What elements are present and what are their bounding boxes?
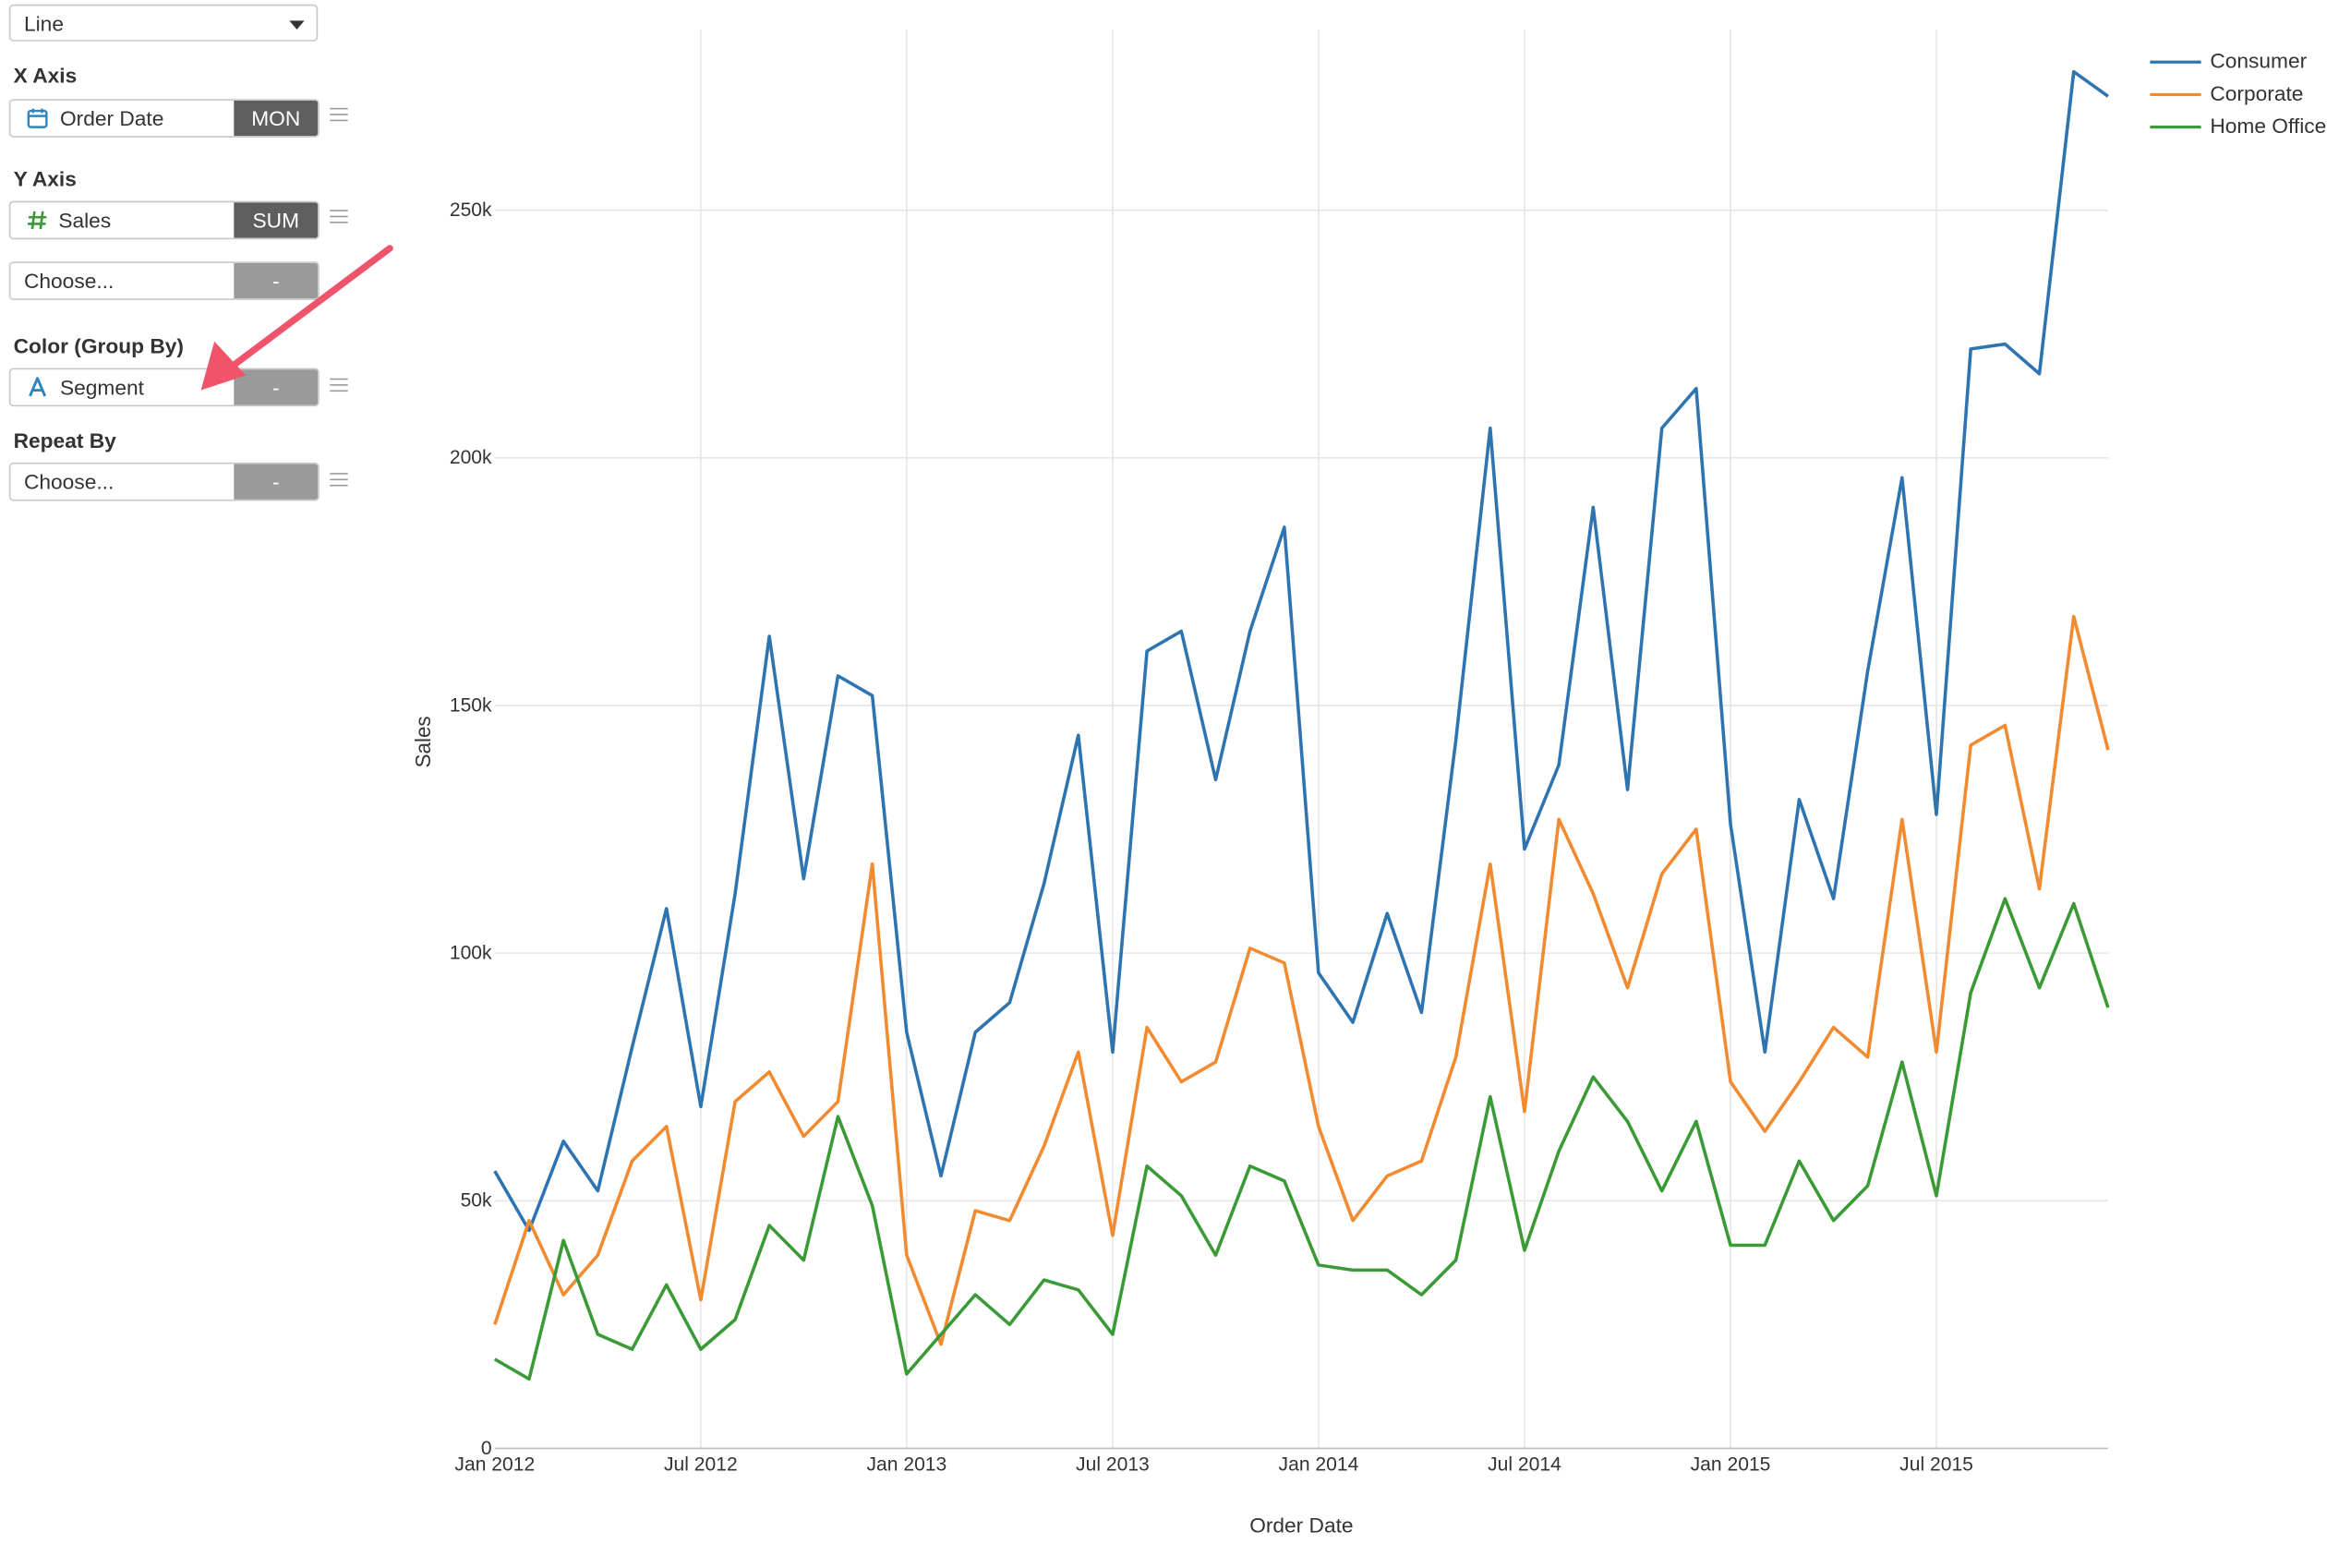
- y-axis-title: Sales: [412, 716, 435, 767]
- repeat-by-section-label: Repeat By: [13, 428, 116, 452]
- y-axis-choose-label: Choose...: [23, 269, 115, 293]
- repeat-by-choose-selector[interactable]: Choose...: [10, 464, 235, 500]
- legend-item-home-office[interactable]: Home Office: [2150, 113, 2345, 145]
- legend-item-consumer[interactable]: Consumer: [2150, 47, 2345, 79]
- chevron-down-icon[interactable]: [289, 20, 305, 30]
- chart-grid: [494, 30, 2108, 1449]
- drag-handle-icon[interactable]: [330, 107, 348, 123]
- color-column-selector[interactable]: Segment: [10, 369, 235, 404]
- x-axis-section-label: X Axis: [13, 63, 78, 88]
- y-axis-field: Sales SUM: [8, 200, 319, 240]
- drag-handle-icon[interactable]: [330, 210, 348, 224]
- legend-swatch: [2150, 92, 2201, 97]
- x-tick-label: Jan 2014: [1279, 1454, 1359, 1476]
- legend-label: Consumer: [2210, 48, 2308, 73]
- y-axis-column-label: Sales: [58, 208, 112, 233]
- chart-axes: 0 50k 100k 150k 200k 250k Jan 2012 Jul 2012 Jan …: [450, 199, 2108, 1475]
- legend-swatch: [2150, 126, 2201, 129]
- x-axis-aggregation-button[interactable]: MON: [234, 100, 319, 137]
- x-tick-label: Jul 2013: [1076, 1454, 1150, 1476]
- chart-legend: Consumer Corporate Home Office: [2150, 47, 2345, 145]
- legend-swatch: [2150, 60, 2201, 64]
- series-line-home-office: [493, 897, 2110, 1381]
- y-tick-label: 250k: [450, 199, 492, 221]
- y-axis-aggregation-button[interactable]: SUM: [234, 202, 319, 238]
- chart-type-value: Line: [23, 11, 64, 36]
- x-axis-field: Order Date MON: [8, 99, 319, 138]
- x-axis-column-label: Order Date: [59, 106, 164, 130]
- y-axis-section-label: Y Axis: [13, 166, 77, 191]
- y-axis-choose-selector[interactable]: Choose...: [10, 263, 235, 298]
- x-axis-title: Order Date: [1249, 1514, 1353, 1538]
- repeat-by-field: Choose... -: [8, 462, 319, 501]
- repeat-by-choose-label: Choose...: [23, 469, 115, 494]
- y-tick-label: 100k: [450, 943, 492, 964]
- x-tick-label: Jan 2012: [454, 1454, 535, 1476]
- y-axis-column-selector[interactable]: Sales: [10, 202, 235, 237]
- drag-handle-icon[interactable]: [330, 473, 348, 488]
- color-aggregation-button[interactable]: -: [234, 369, 319, 405]
- x-tick-label: Jul 2014: [1488, 1454, 1561, 1476]
- drag-handle-icon[interactable]: [330, 378, 348, 393]
- x-tick-label: Jan 2015: [1691, 1454, 1771, 1476]
- y-tick-label: 200k: [450, 447, 492, 468]
- y-tick-label: 150k: [450, 695, 492, 717]
- chart-config-panel: Line X Axis Order Date MON Y Axis: [0, 0, 375, 1568]
- x-axis-column-selector[interactable]: Order Date: [10, 101, 235, 136]
- repeat-by-aggregation-button[interactable]: -: [234, 464, 319, 500]
- calendar-icon: [27, 108, 48, 128]
- number-hash-icon: [28, 211, 47, 230]
- x-tick-label: Jul 2012: [664, 1454, 738, 1476]
- series-line-corporate: [493, 614, 2110, 1346]
- text-type-icon: [29, 377, 47, 397]
- y-axis-add-field: Choose... -: [8, 261, 319, 300]
- legend-item-corporate[interactable]: Corporate: [2150, 79, 2345, 112]
- color-section-label: Color (Group By): [13, 333, 184, 358]
- color-field: Segment -: [8, 368, 319, 407]
- x-tick-label: Jan 2013: [867, 1454, 947, 1476]
- x-tick-label: Jul 2015: [1899, 1454, 1973, 1476]
- y-tick-label: 50k: [461, 1190, 493, 1212]
- y-tick-label: 0: [481, 1438, 492, 1459]
- series-line-consumer: [493, 69, 2109, 1233]
- chart-series: [493, 69, 2110, 1381]
- arrow-annotation-icon: [200, 245, 393, 391]
- legend-label: Corporate: [2210, 81, 2304, 105]
- y-axis-second-aggregation-button[interactable]: -: [234, 262, 319, 299]
- legend-label: Home Office: [2210, 114, 2327, 138]
- color-column-label: Segment: [59, 375, 144, 400]
- chart-type-dropdown[interactable]: Line: [8, 4, 319, 42]
